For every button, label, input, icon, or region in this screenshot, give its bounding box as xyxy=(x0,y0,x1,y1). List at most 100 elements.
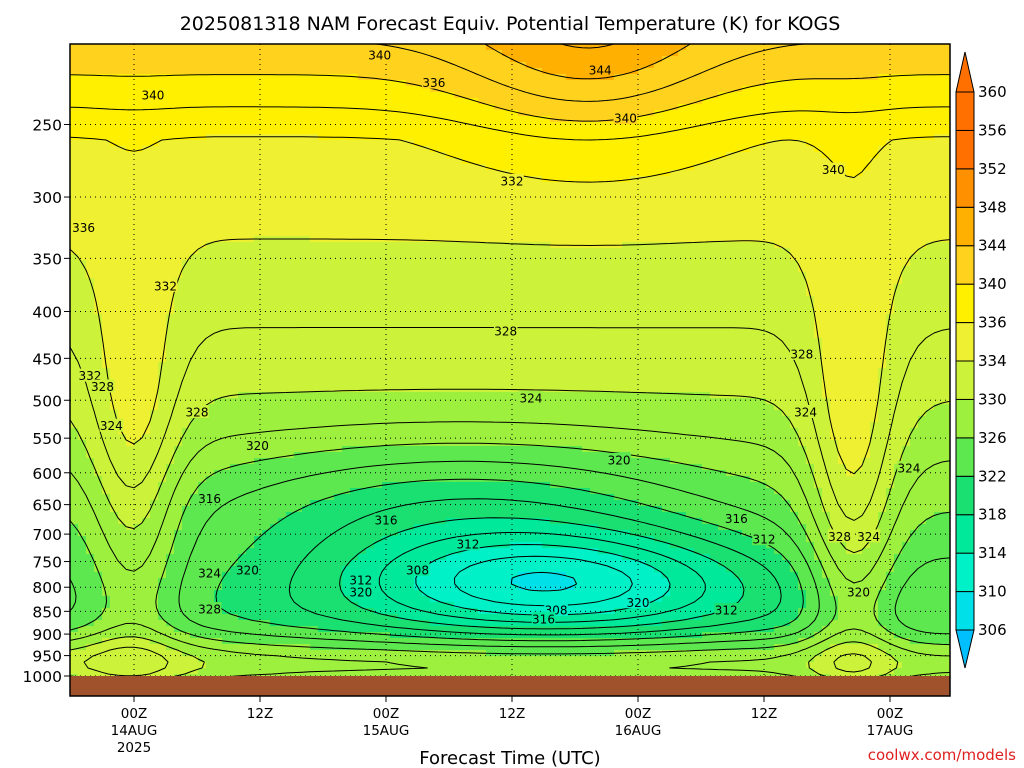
field-cell xyxy=(214,176,223,183)
field-cell xyxy=(190,182,199,189)
field-cell xyxy=(198,296,207,303)
field-cell xyxy=(638,56,647,63)
field-cell xyxy=(710,212,719,219)
field-cell xyxy=(350,290,359,297)
field-cell xyxy=(406,248,415,255)
field-cell xyxy=(446,170,455,177)
field-cell xyxy=(782,188,791,195)
field-cell xyxy=(614,290,623,297)
field-cell xyxy=(350,86,359,93)
field-cell xyxy=(334,248,343,255)
field-cell xyxy=(670,188,679,195)
field-cell xyxy=(774,284,783,291)
field-cell xyxy=(358,98,367,105)
field-cell xyxy=(902,308,911,315)
field-cell xyxy=(526,128,535,135)
field-cell xyxy=(558,200,567,207)
field-cell xyxy=(166,62,175,69)
field-cell xyxy=(518,236,527,243)
field-cell xyxy=(678,296,687,303)
field-cell xyxy=(870,62,879,69)
field-cell xyxy=(230,182,239,189)
field-cell xyxy=(222,74,231,81)
field-cell xyxy=(526,152,535,159)
field-cell xyxy=(814,248,823,255)
field-cell xyxy=(702,182,711,189)
field-cell xyxy=(390,194,399,201)
field-cell xyxy=(886,50,895,57)
field-cell xyxy=(670,302,679,309)
field-cell xyxy=(134,188,143,195)
field-cell xyxy=(102,92,111,99)
field-cell xyxy=(206,206,215,213)
field-cell xyxy=(910,188,919,195)
field-cell xyxy=(310,62,319,69)
field-cell xyxy=(694,92,703,99)
field-cell xyxy=(830,206,839,213)
field-cell xyxy=(158,134,167,141)
field-cell xyxy=(214,248,223,255)
field-cell xyxy=(382,134,391,141)
field-cell xyxy=(110,68,119,75)
field-cell xyxy=(502,44,511,51)
field-cell xyxy=(294,206,303,213)
field-cell xyxy=(574,212,583,219)
field-cell xyxy=(430,92,439,99)
field-cell xyxy=(646,242,655,249)
field-cell xyxy=(246,206,255,213)
field-cell xyxy=(230,152,239,159)
field-cell xyxy=(374,128,383,135)
field-cell xyxy=(662,56,671,63)
field-cell xyxy=(158,212,167,219)
field-cell xyxy=(798,152,807,159)
field-cell xyxy=(174,116,183,123)
field-cell xyxy=(822,206,831,213)
field-cell xyxy=(606,110,615,117)
field-cell xyxy=(286,278,295,285)
field-cell xyxy=(766,212,775,219)
field-cell xyxy=(414,206,423,213)
field-cell xyxy=(638,188,647,195)
field-cell xyxy=(414,98,423,105)
field-cell xyxy=(102,230,111,237)
field-cell xyxy=(462,116,471,123)
field-cell xyxy=(486,92,495,99)
field-cell xyxy=(870,44,879,51)
field-cell xyxy=(606,230,615,237)
field-cell xyxy=(798,296,807,303)
field-cell xyxy=(182,230,191,237)
field-cell xyxy=(846,302,855,309)
field-cell xyxy=(694,308,703,315)
field-cell xyxy=(166,254,175,261)
field-cell xyxy=(382,254,391,261)
field-cell xyxy=(366,152,375,159)
field-cell xyxy=(894,134,903,141)
field-cell xyxy=(590,254,599,261)
field-cell xyxy=(342,140,351,147)
field-cell xyxy=(366,176,375,183)
field-cell xyxy=(110,134,119,141)
field-cell xyxy=(574,170,583,177)
field-cell xyxy=(502,266,511,273)
field-cell xyxy=(414,92,423,99)
field-cell xyxy=(374,224,383,231)
field-cell xyxy=(70,110,79,117)
field-cell xyxy=(286,188,295,195)
field-cell xyxy=(646,140,655,147)
field-cell xyxy=(942,110,950,117)
field-cell xyxy=(774,230,783,237)
field-cell xyxy=(510,236,519,243)
field-cell xyxy=(310,92,319,99)
field-cell xyxy=(94,188,103,195)
field-cell xyxy=(446,254,455,261)
field-cell xyxy=(702,230,711,237)
field-cell xyxy=(886,98,895,105)
field-cell xyxy=(782,44,791,51)
field-cell xyxy=(390,254,399,261)
field-cell xyxy=(406,314,415,321)
field-cell xyxy=(534,98,543,105)
field-cell xyxy=(390,212,399,219)
field-cell xyxy=(134,206,143,213)
field-cell xyxy=(918,194,927,201)
field-cell xyxy=(342,116,351,123)
